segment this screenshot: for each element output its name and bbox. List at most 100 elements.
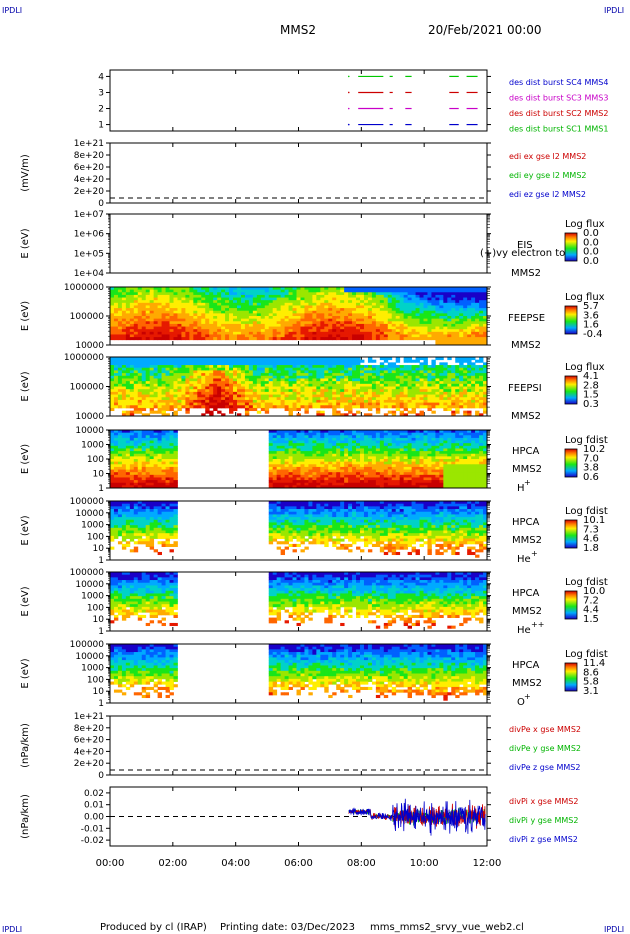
spectrogram-cell bbox=[213, 287, 218, 291]
spectrogram-cell bbox=[201, 302, 206, 306]
spectrogram-cell bbox=[264, 362, 270, 366]
spectrogram-cell bbox=[276, 383, 282, 387]
spectrogram-cell bbox=[157, 365, 162, 369]
spectrogram-cell bbox=[121, 297, 127, 301]
spectrogram-cell bbox=[316, 331, 321, 335]
spectrogram-cell bbox=[363, 378, 369, 382]
spectrogram-cell bbox=[221, 337, 226, 341]
spectrogram-cell bbox=[189, 308, 194, 312]
spectrogram-cell bbox=[475, 323, 480, 327]
spectrogram-cell bbox=[133, 459, 139, 463]
spectrogram-cell bbox=[471, 326, 476, 330]
spectrogram-cell bbox=[284, 359, 289, 363]
spectrogram-cell bbox=[427, 313, 432, 317]
spectrogram-cell bbox=[356, 310, 361, 314]
spectrogram-cell bbox=[121, 313, 127, 317]
spectrogram-cell bbox=[320, 464, 325, 468]
spectrogram-cell bbox=[264, 313, 270, 317]
spectrogram-cell bbox=[256, 359, 262, 363]
spectrogram-cell bbox=[367, 367, 373, 371]
spectrogram-cell bbox=[248, 373, 254, 377]
spectrogram-cell bbox=[363, 386, 369, 390]
spectrogram-cell bbox=[197, 375, 202, 379]
spectrogram-cell bbox=[110, 383, 115, 387]
spectrogram-cell bbox=[197, 383, 202, 387]
spectrogram-cell bbox=[328, 359, 333, 363]
spectrogram-cell bbox=[157, 389, 162, 393]
spectrogram-cell bbox=[344, 302, 349, 306]
spectrogram-cell bbox=[447, 399, 452, 403]
spectrogram-cell bbox=[161, 402, 166, 406]
spectrogram-cell bbox=[125, 334, 131, 338]
spectrogram-cell bbox=[340, 466, 345, 470]
spectrogram-cell bbox=[169, 334, 174, 338]
spectrogram-cell bbox=[304, 448, 309, 452]
spectrogram-cell bbox=[264, 389, 270, 393]
spectrogram-cell bbox=[145, 308, 151, 312]
spectrogram-cell bbox=[312, 318, 317, 322]
spectrogram-cell bbox=[113, 435, 119, 439]
spectrogram-cell bbox=[467, 321, 472, 325]
spectrogram-cell bbox=[276, 386, 282, 390]
spectrogram-cell bbox=[320, 405, 325, 409]
spectrogram-cell bbox=[312, 464, 317, 468]
spectrogram-cell bbox=[276, 397, 282, 401]
spectrogram-cell bbox=[304, 466, 309, 470]
spectrogram-cell bbox=[383, 329, 389, 333]
spectrogram-cell bbox=[252, 391, 258, 395]
spectrogram-cell bbox=[244, 305, 250, 309]
spectrogram-cell bbox=[225, 334, 230, 338]
spectrogram-cell bbox=[165, 362, 170, 366]
spectrogram-cell bbox=[121, 318, 127, 322]
spectrogram-cell bbox=[185, 359, 190, 363]
spectrogram-cell bbox=[292, 326, 297, 330]
spectrogram-cell bbox=[435, 339, 440, 343]
spectrogram-cell bbox=[260, 297, 266, 301]
spectrogram-cell bbox=[169, 362, 174, 366]
spectrogram-cell bbox=[348, 399, 353, 403]
spectrogram-cell bbox=[443, 373, 448, 377]
spectrogram-cell bbox=[193, 300, 198, 304]
spectrogram-cell bbox=[129, 362, 135, 366]
spectrogram-cell bbox=[133, 389, 139, 393]
spectrogram-cell bbox=[320, 302, 325, 306]
spectrogram-cell bbox=[276, 399, 282, 403]
spectrogram-cell bbox=[423, 365, 428, 369]
spectrogram-cell bbox=[451, 337, 456, 341]
spectrogram-cell bbox=[137, 337, 143, 341]
spectrogram-cell bbox=[272, 318, 278, 322]
spectrogram-cell bbox=[451, 378, 456, 382]
spectrogram-cell bbox=[129, 378, 135, 382]
spectrogram-cell bbox=[189, 323, 194, 327]
spectrogram-cell bbox=[153, 482, 159, 486]
spectrogram-cell bbox=[387, 318, 393, 322]
spectrogram-cell bbox=[209, 321, 214, 325]
spectrogram-cell bbox=[324, 456, 329, 460]
spectrogram-cell bbox=[113, 389, 119, 393]
spectrogram-cell bbox=[272, 456, 278, 460]
spectrogram-cell bbox=[213, 359, 218, 363]
spectrogram-cell bbox=[407, 383, 412, 387]
spectrogram-cell bbox=[411, 397, 416, 401]
spectrogram-cell bbox=[221, 373, 226, 377]
spectrogram-cell bbox=[320, 321, 325, 325]
spectrogram-cell bbox=[225, 305, 230, 309]
spectrogram-cell bbox=[137, 485, 143, 489]
spectrogram-cell bbox=[360, 394, 365, 398]
spectrogram-cell bbox=[165, 391, 170, 395]
spectrogram-cell bbox=[264, 375, 270, 379]
spectrogram-cell bbox=[300, 287, 305, 291]
spectrogram-cell bbox=[431, 310, 436, 314]
spectrogram-cell bbox=[312, 331, 317, 335]
spectrogram-cell bbox=[427, 405, 432, 409]
spectrogram-cell bbox=[110, 300, 115, 304]
spectrogram-cell bbox=[272, 316, 278, 320]
spectrogram-cell bbox=[169, 477, 174, 481]
spectrogram-cell bbox=[185, 394, 190, 398]
spectrogram-cell bbox=[300, 292, 305, 296]
spectrogram-cell bbox=[169, 323, 174, 327]
spectrogram-cell bbox=[141, 289, 147, 293]
spectrogram-cell bbox=[161, 410, 166, 414]
spectrogram-cell bbox=[256, 331, 262, 335]
spectrogram-cell bbox=[375, 329, 381, 333]
